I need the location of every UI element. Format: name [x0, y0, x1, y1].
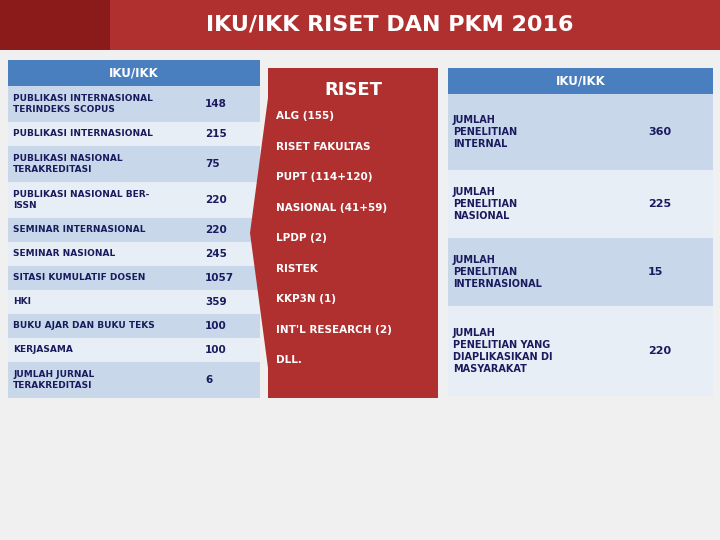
- Text: JUMLAH
PENELITIAN YANG
DIAPLIKASIKAN DI
MASYARAKAT: JUMLAH PENELITIAN YANG DIAPLIKASIKAN DI …: [453, 328, 552, 374]
- Text: 100: 100: [205, 321, 227, 331]
- Bar: [8, 362, 260, 398]
- Text: JUMLAH
PENELITIAN
INTERNAL: JUMLAH PENELITIAN INTERNAL: [453, 115, 517, 149]
- Text: 220: 220: [205, 225, 227, 235]
- Bar: [8, 146, 260, 182]
- Bar: [8, 86, 260, 122]
- Bar: [448, 68, 713, 94]
- Bar: [8, 218, 260, 242]
- Text: 220: 220: [205, 195, 227, 205]
- Text: 359: 359: [205, 297, 227, 307]
- Text: IKU/IKK: IKU/IKK: [109, 66, 159, 79]
- Bar: [8, 290, 260, 314]
- Text: IKU/IKK RISET DAN PKM 2016: IKU/IKK RISET DAN PKM 2016: [206, 15, 574, 35]
- Text: HKI: HKI: [13, 298, 31, 307]
- Text: INT'L RESEARCH (2): INT'L RESEARCH (2): [276, 325, 392, 335]
- Text: JUMLAH JURNAL
TERAKREDITASI: JUMLAH JURNAL TERAKREDITASI: [13, 370, 94, 390]
- Text: RISTEK: RISTEK: [276, 264, 318, 274]
- Bar: [8, 314, 260, 338]
- Bar: [8, 122, 260, 146]
- Text: 1057: 1057: [205, 273, 234, 283]
- Bar: [8, 242, 260, 266]
- Bar: [110, 0, 720, 50]
- Text: 225: 225: [648, 199, 671, 209]
- Text: KKP3N (1): KKP3N (1): [276, 294, 336, 305]
- Text: JUMLAH
PENELITIAN
INTERNASIONAL: JUMLAH PENELITIAN INTERNASIONAL: [453, 255, 542, 289]
- Text: PUBLIKASI NASIONAL BER-
ISSN: PUBLIKASI NASIONAL BER- ISSN: [13, 190, 149, 210]
- Bar: [448, 94, 713, 170]
- Bar: [8, 338, 260, 362]
- Text: SEMINAR INTERNASIONAL: SEMINAR INTERNASIONAL: [13, 226, 145, 234]
- Text: SITASI KUMULATIF DOSEN: SITASI KUMULATIF DOSEN: [13, 273, 145, 282]
- Text: PUPT (114+120): PUPT (114+120): [276, 172, 372, 182]
- Bar: [448, 238, 713, 306]
- Text: LPDP (2): LPDP (2): [276, 233, 327, 243]
- Bar: [448, 170, 713, 238]
- Text: 148: 148: [205, 99, 227, 109]
- Text: 245: 245: [205, 249, 227, 259]
- Bar: [448, 306, 713, 396]
- Text: PUBLIKASI INTERNASIONAL
TERINDEKS SCOPUS: PUBLIKASI INTERNASIONAL TERINDEKS SCOPUS: [13, 94, 153, 114]
- Text: 220: 220: [648, 346, 671, 356]
- Text: RISET: RISET: [324, 81, 382, 99]
- Text: 215: 215: [205, 129, 227, 139]
- Text: NASIONAL (41+59): NASIONAL (41+59): [276, 202, 387, 213]
- Text: 100: 100: [205, 345, 227, 355]
- Text: SEMINAR NASIONAL: SEMINAR NASIONAL: [13, 249, 115, 259]
- Bar: [8, 60, 260, 86]
- Text: PUBLIKASI NASIONAL
TERAKREDITASI: PUBLIKASI NASIONAL TERAKREDITASI: [13, 154, 122, 174]
- Bar: [268, 68, 438, 398]
- Text: PUBLIKASI INTERNASIONAL: PUBLIKASI INTERNASIONAL: [13, 130, 153, 138]
- Text: ALG (155): ALG (155): [276, 111, 334, 121]
- Text: IKU/IKK: IKU/IKK: [556, 75, 606, 87]
- Text: KERJASAMA: KERJASAMA: [13, 346, 73, 354]
- Text: RISET FAKULTAS: RISET FAKULTAS: [276, 141, 371, 152]
- Text: 75: 75: [205, 159, 220, 169]
- Text: BUKU AJAR DAN BUKU TEKS: BUKU AJAR DAN BUKU TEKS: [13, 321, 155, 330]
- Bar: [8, 266, 260, 290]
- Text: 6: 6: [205, 375, 212, 385]
- Bar: [8, 182, 260, 218]
- Text: JUMLAH
PENELITIAN
NASIONAL: JUMLAH PENELITIAN NASIONAL: [453, 187, 517, 221]
- Text: 360: 360: [648, 127, 671, 137]
- Bar: [0, 0, 110, 50]
- Text: 15: 15: [648, 267, 663, 277]
- Polygon shape: [250, 98, 268, 368]
- Text: DLL.: DLL.: [276, 355, 302, 366]
